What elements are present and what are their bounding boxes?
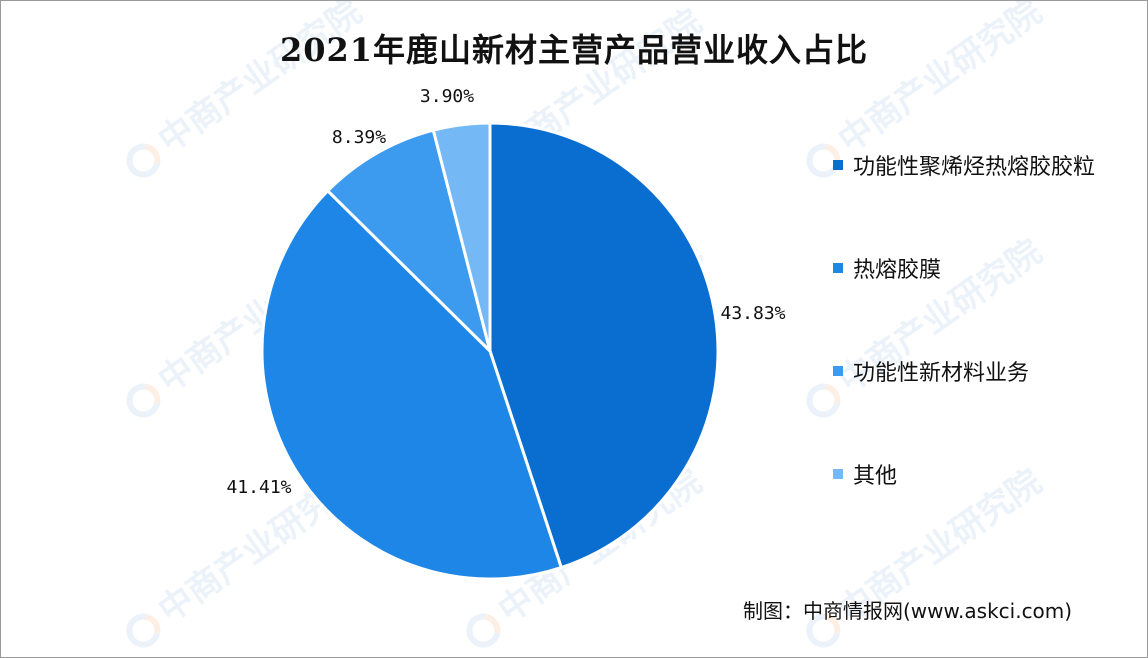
pie-slice-other bbox=[431, 121, 492, 352]
pie-slice-functional-new-materials bbox=[325, 128, 493, 356]
legend-swatch bbox=[833, 263, 843, 273]
chart-title: 2021年鹿山新材主营产品营业收入占比 bbox=[279, 31, 869, 69]
legend-item-functional-new-materials: 功能性新材料业务 bbox=[833, 355, 1029, 387]
legend-label: 其他 bbox=[853, 464, 898, 489]
legend-item-other: 其他 bbox=[833, 458, 897, 490]
legend-swatch bbox=[833, 469, 843, 479]
data-label-hot-melt-film: 41.41% bbox=[226, 477, 291, 498]
legend-label: 功能性新材料业务 bbox=[853, 361, 1030, 386]
data-label-functional-new-materials: 8.39% bbox=[332, 127, 386, 148]
chart-source: 制图：中商情报网(www.askci.com) bbox=[743, 599, 1073, 623]
legend-swatch bbox=[833, 160, 843, 170]
legend-item-hot-melt-film: 热熔胶膜 bbox=[833, 252, 941, 284]
pie-slice-functional-polyolefin-hot-melt-pellets bbox=[488, 121, 720, 570]
data-label-functional-polyolefin-hot-melt-pellets: 43.83% bbox=[720, 303, 785, 324]
legend-label: 功能性聚烯烃热熔胶胶粒 bbox=[853, 155, 1096, 180]
pie-slice-hot-melt-film bbox=[260, 188, 564, 581]
data-label-other: 3.90% bbox=[420, 86, 474, 107]
legend-label: 热熔胶膜 bbox=[853, 258, 942, 283]
legend-swatch bbox=[833, 366, 843, 376]
legend-item-functional-polyolefin-hot-melt-pellets: 功能性聚烯烃热熔胶胶粒 bbox=[833, 149, 1095, 181]
